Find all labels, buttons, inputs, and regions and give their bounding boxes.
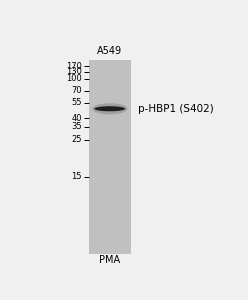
Bar (89, 60, 131, 254)
Text: 35: 35 (71, 122, 82, 131)
Text: 130: 130 (66, 67, 82, 76)
Text: PMA: PMA (99, 255, 120, 265)
Text: 40: 40 (71, 113, 82, 122)
Text: A549: A549 (97, 46, 122, 56)
Text: 55: 55 (71, 98, 82, 107)
Text: 25: 25 (71, 135, 82, 144)
Text: 15: 15 (71, 172, 82, 182)
Text: 100: 100 (66, 74, 82, 83)
Text: 170: 170 (66, 61, 82, 70)
Text: 70: 70 (71, 86, 82, 95)
Ellipse shape (94, 106, 125, 111)
Ellipse shape (92, 103, 127, 114)
Text: p-HBP1 (S402): p-HBP1 (S402) (138, 104, 214, 114)
